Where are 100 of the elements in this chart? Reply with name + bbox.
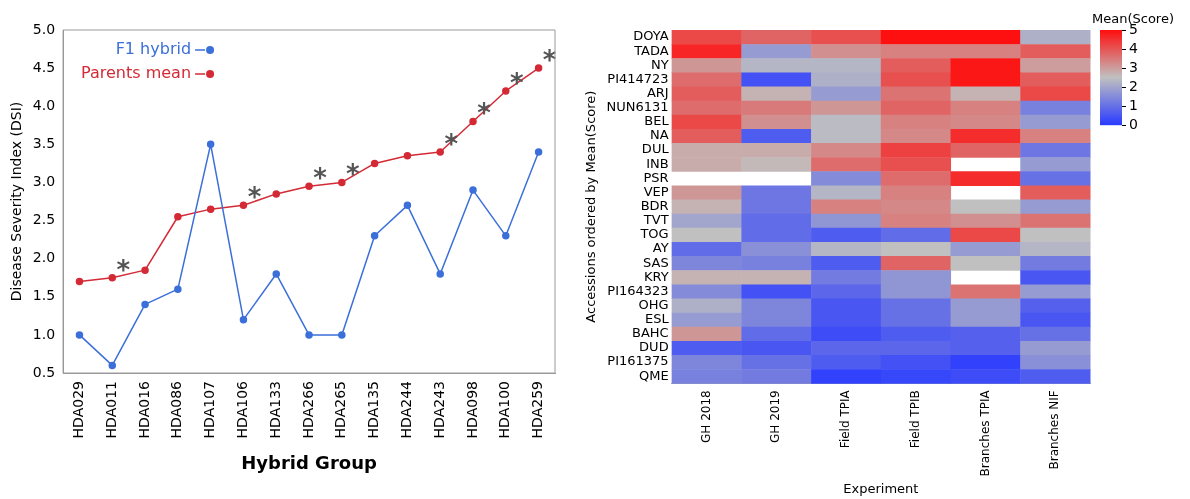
y-axis-title: Disease Severity Index (DSI) xyxy=(8,101,25,302)
point xyxy=(174,213,182,221)
annotation: * xyxy=(313,163,328,194)
y-tick-label: NY xyxy=(650,56,669,72)
x-tick-label: HDA098 xyxy=(463,381,480,439)
x-axis-title: Hybrid Group xyxy=(241,451,377,473)
legend-label: Parents mean xyxy=(81,63,192,83)
x-tick-label: HDA106 xyxy=(234,380,251,439)
legend-label: F1 hybrid xyxy=(115,39,192,59)
y-tick-label: 4.0 xyxy=(32,96,56,113)
y-tick-label: 5.0 xyxy=(32,20,56,37)
y-tick-label: PI164323 xyxy=(607,282,669,298)
y-tick-label: PI161375 xyxy=(607,353,669,369)
y-tick-label: BDR xyxy=(640,198,669,214)
y-tick-label: 3.5 xyxy=(32,134,56,151)
y-tick-label: NUN6131 xyxy=(606,99,669,115)
point xyxy=(305,331,313,339)
y-tick-label: 2.5 xyxy=(32,211,56,228)
color-bar-label: 2 xyxy=(1129,77,1138,94)
x-tick-label: HDA265 xyxy=(332,381,349,439)
point xyxy=(469,186,477,194)
point xyxy=(469,117,477,126)
y-tick-label: AY xyxy=(652,240,669,256)
color-bar-label: 0 xyxy=(1129,115,1138,132)
y-tick-label: 1.0 xyxy=(32,325,56,342)
point xyxy=(272,190,280,198)
y-tick-label: SAS xyxy=(643,254,669,270)
x-tick-label: HDA244 xyxy=(398,380,415,439)
point xyxy=(502,87,510,95)
y-tick-label: BAHC xyxy=(631,325,669,341)
y-tick-label: PI414723 xyxy=(607,70,669,86)
color-bar-label: 1 xyxy=(1129,96,1138,113)
y-tick-label: 0.5 xyxy=(32,363,56,380)
point xyxy=(108,361,117,370)
y-tick-label: 4.5 xyxy=(32,58,56,75)
point xyxy=(141,266,149,274)
x-tick-label: Field TPIB xyxy=(907,390,922,449)
point xyxy=(174,285,182,293)
x-tick-label: HDA029 xyxy=(70,381,87,439)
annotation: * xyxy=(542,44,557,75)
y-tick-label: TADA xyxy=(633,42,669,58)
x-tick-label: GH 2019 xyxy=(768,390,783,443)
x-tick-label: HDA086 xyxy=(168,380,185,439)
y-tick-label: VEP xyxy=(643,183,669,199)
x-tick-label: HDA243 xyxy=(430,381,447,439)
point xyxy=(206,205,215,213)
point xyxy=(206,140,215,149)
x-axis-title: Experiment xyxy=(843,480,919,496)
y-tick-label: 3.0 xyxy=(32,173,56,190)
y-tick-label: 2.0 xyxy=(32,249,56,266)
point xyxy=(403,152,412,160)
point xyxy=(534,148,543,156)
y-tick-label: DUD xyxy=(639,339,669,355)
y-tick-label: PSR xyxy=(643,169,669,185)
x-tick-label: Branches NIF xyxy=(1047,390,1062,470)
x-tick-label: Branches TPIA xyxy=(977,389,992,477)
y-tick-label: OHG xyxy=(638,296,669,312)
x-tick-label: HDA266 xyxy=(299,380,316,439)
x-tick-label: HDA100 xyxy=(496,381,513,439)
point xyxy=(108,274,117,282)
y-tick-label: TVT xyxy=(642,212,669,228)
x-tick-label: HDA259 xyxy=(529,381,546,439)
y-tick-label: INB xyxy=(646,155,669,171)
point xyxy=(534,64,543,72)
y-tick-label: ESL xyxy=(644,311,670,327)
point xyxy=(239,315,248,324)
y-tick-label: BEL xyxy=(644,113,670,129)
point xyxy=(305,182,313,191)
point xyxy=(239,201,248,210)
point xyxy=(75,277,84,286)
point xyxy=(338,178,346,187)
color-bar-label: 4 xyxy=(1129,39,1138,56)
point xyxy=(436,148,444,156)
x-tick-label: HDA016 xyxy=(135,380,152,439)
point xyxy=(370,159,379,168)
x-tick-label: HDA135 xyxy=(365,381,382,439)
point xyxy=(141,300,149,309)
point xyxy=(436,270,444,278)
y-tick-label: 1.5 xyxy=(32,287,56,304)
x-tick-label: Field TPIA xyxy=(838,389,853,449)
point xyxy=(272,270,280,278)
y-tick-label: ARJ xyxy=(646,84,669,100)
y-tick-label: DUL xyxy=(641,141,670,157)
color-bar-label: 3 xyxy=(1129,58,1138,75)
annotation: * xyxy=(247,182,262,213)
point xyxy=(370,232,379,240)
annotation: * xyxy=(346,159,361,190)
point xyxy=(75,331,84,339)
x-tick-label: HDA133 xyxy=(266,381,283,439)
y-tick-label: QME xyxy=(638,367,669,383)
y-tick-label: DOYA xyxy=(633,28,669,44)
point xyxy=(338,331,346,339)
y-tick-label: NA xyxy=(650,127,669,143)
y-axis-title: Accessions ordered by Mean(Score) xyxy=(583,90,599,323)
point xyxy=(403,201,412,210)
y-tick-label: TOG xyxy=(639,226,669,242)
x-tick-label: HDA011 xyxy=(102,381,119,439)
annotation: * xyxy=(116,254,131,285)
x-tick-label: GH 2018 xyxy=(698,390,713,443)
y-tick-label: KRY xyxy=(643,268,669,284)
